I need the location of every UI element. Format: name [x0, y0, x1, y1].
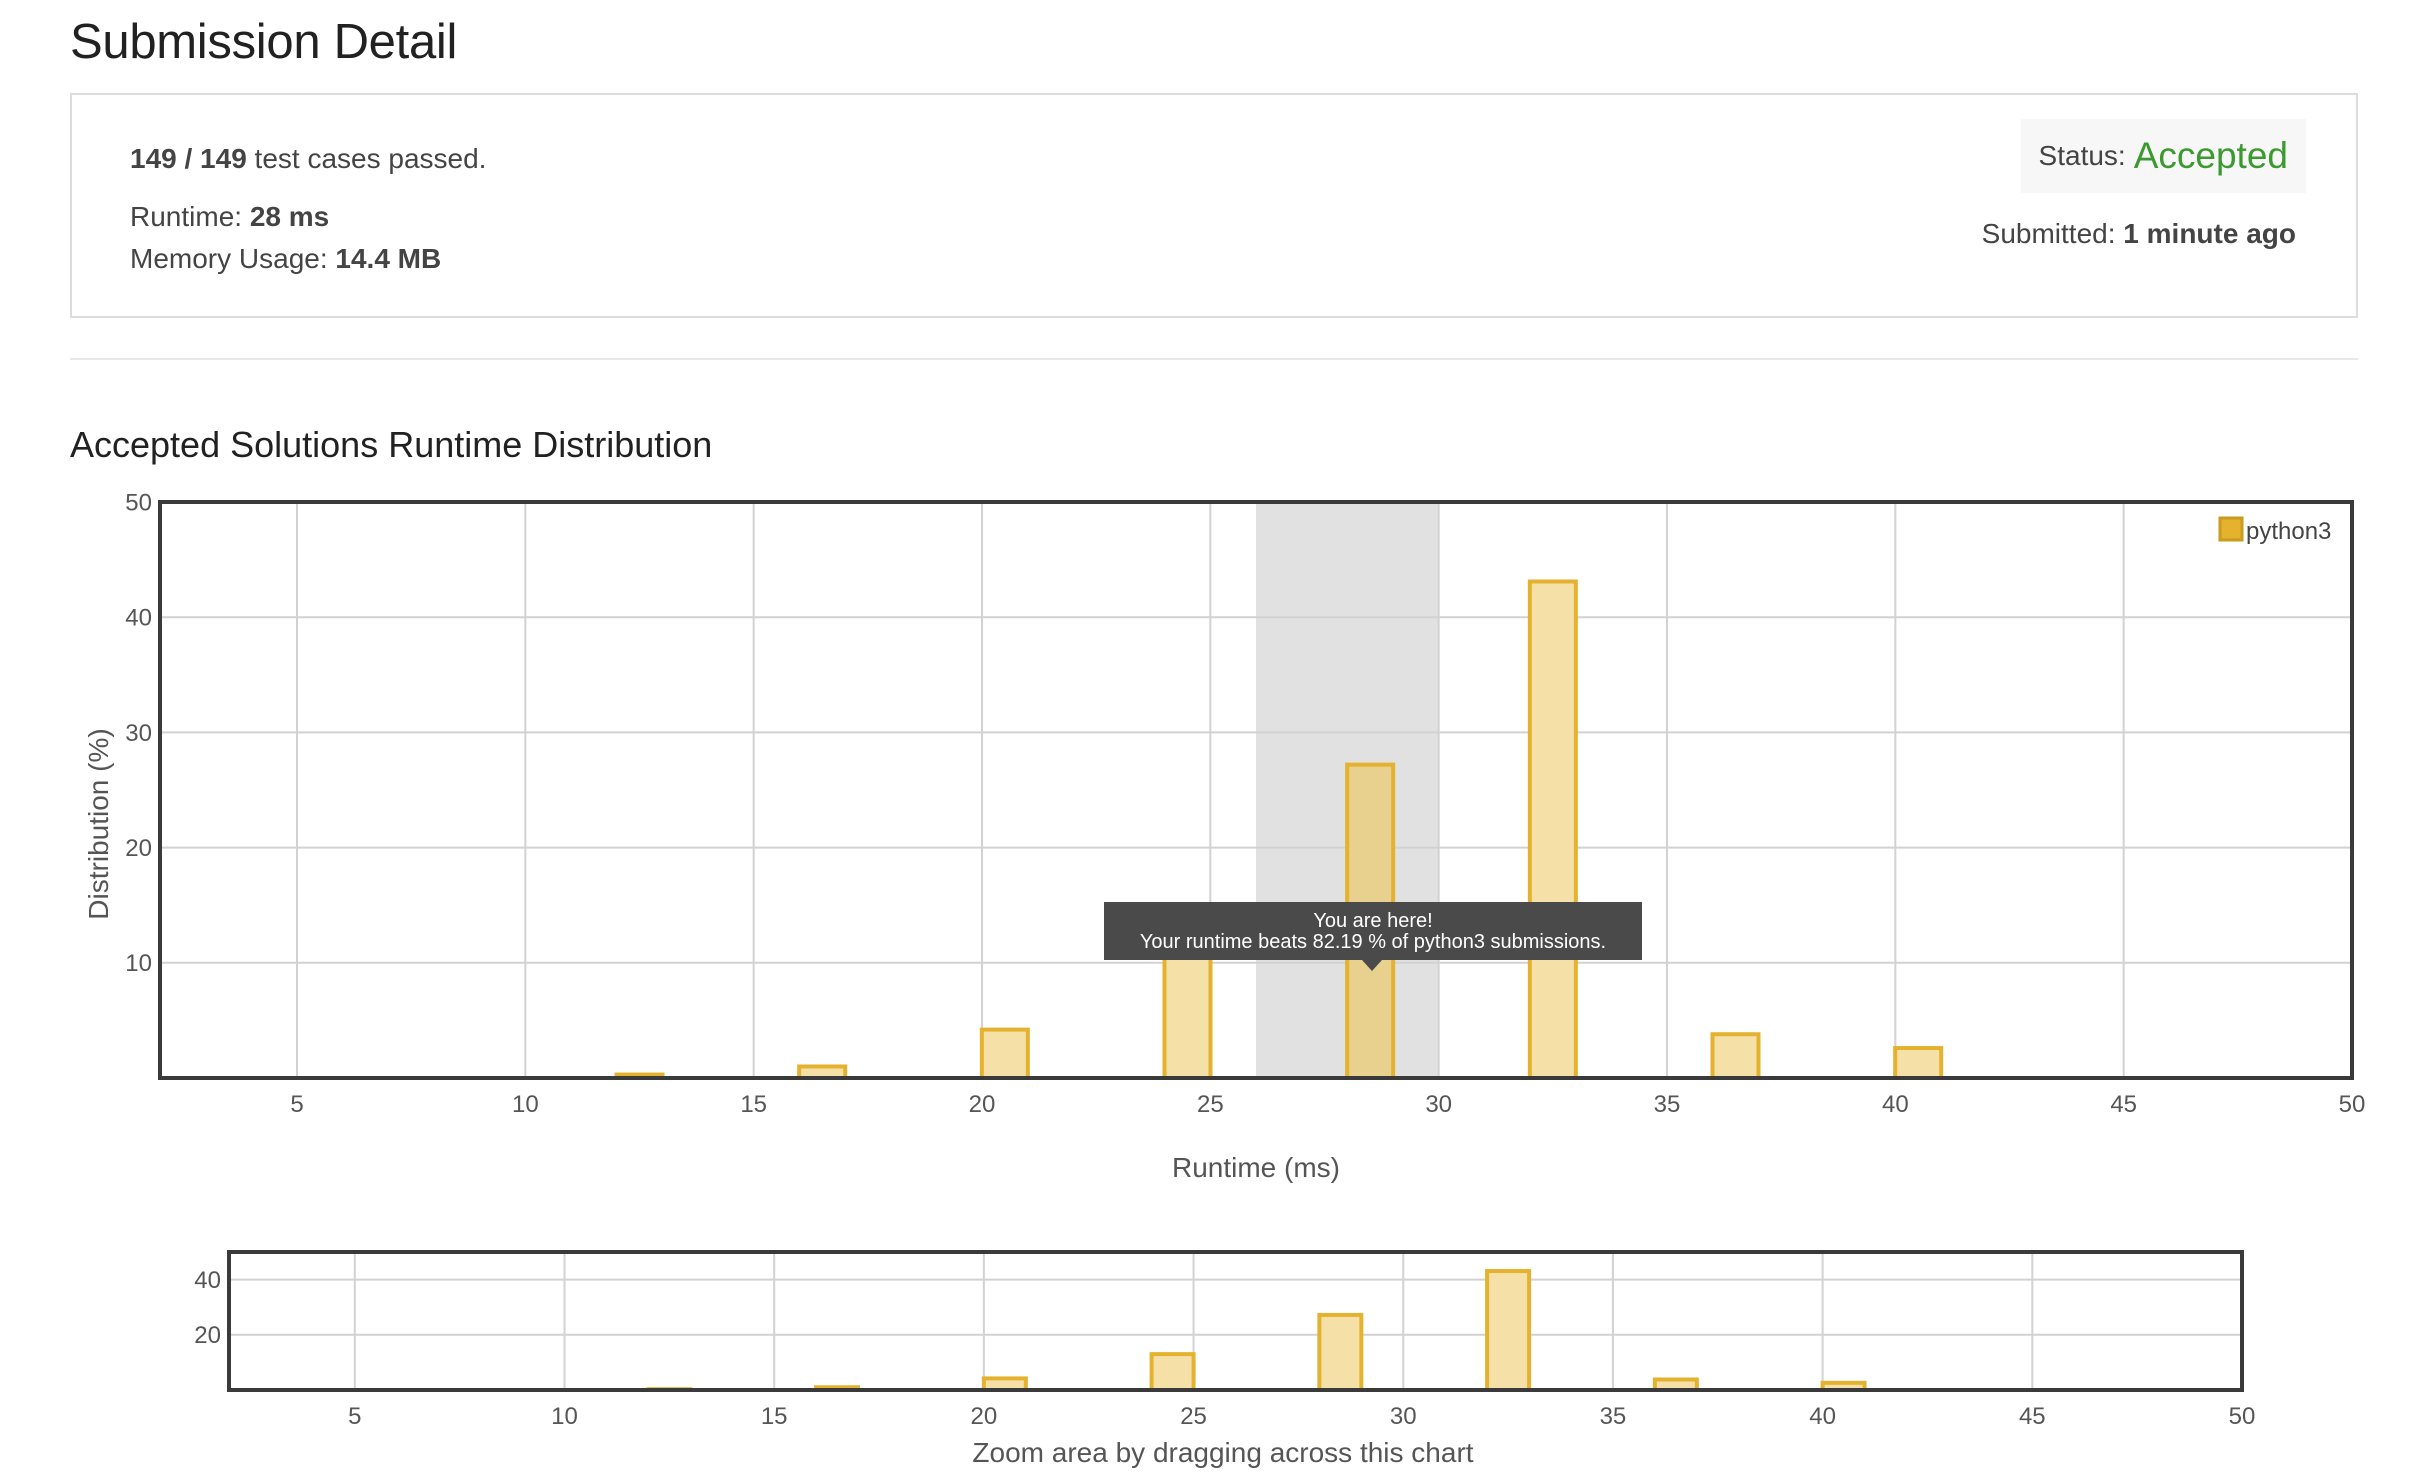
y-axis-label: Distribution (%): [83, 728, 114, 919]
status-badge: Status: Accepted: [2020, 119, 2306, 193]
x-tick-label: 35: [1654, 1091, 1681, 1118]
tooltip-pointer: [1362, 960, 1382, 971]
x-tick-label: 45: [2019, 1403, 2046, 1430]
submitted-label: Submitted:: [1981, 218, 2124, 249]
x-tick-label: 50: [2339, 1091, 2366, 1118]
bar[interactable]: [1527, 579, 1578, 1080]
bar[interactable]: [979, 1027, 1030, 1081]
memory-label: Memory Usage:: [130, 243, 336, 274]
x-tick-label: 25: [1197, 1091, 1224, 1118]
navigator-plot-border: [227, 1250, 2244, 1392]
tooltip-line-2: Your runtime beats 82.19 % of python3 su…: [1140, 931, 1606, 953]
y-tick-label: 10: [125, 950, 152, 977]
x-tick-label: 25: [1180, 1403, 1207, 1430]
memory-value: 14.4 MB: [335, 243, 442, 274]
x-tick-label: 35: [1600, 1403, 1627, 1430]
test-cases-line: 149 / 149 test cases passed.: [130, 143, 486, 175]
x-tick-label: 10: [551, 1403, 578, 1430]
legend-label-python3: python3: [2246, 518, 2331, 545]
x-tick-label: 15: [740, 1091, 767, 1118]
x-tick-label: 15: [761, 1403, 788, 1430]
tooltip-line-1: You are here!: [1313, 910, 1432, 932]
legend-swatch-python3: [2218, 516, 2244, 542]
status-value[interactable]: Accepted: [2133, 135, 2288, 176]
test-cases-count: 149 / 149: [130, 143, 247, 174]
x-tick-label: 30: [1390, 1403, 1417, 1430]
test-cases-text: test cases passed.: [246, 143, 487, 174]
runtime-tooltip: You are here! Your runtime beats 82.19 %…: [1104, 902, 1642, 971]
navigator-plot-background: [229, 1252, 2242, 1390]
y-tick-label: 20: [194, 1322, 221, 1349]
runtime-distribution-chart[interactable]: 5 10 15 20 25 30 35 40 45 50 10 20 30 40 50 Runtime (m…: [0, 480, 2424, 1200]
x-tick-label: 20: [969, 1091, 996, 1118]
x-tick-label: 20: [971, 1403, 998, 1430]
runtime-value: 28 ms: [249, 201, 330, 232]
x-tick-label: 40: [1809, 1403, 1836, 1430]
x-axis-label: Runtime (ms): [1172, 1152, 1340, 1183]
legend[interactable]: python3: [2218, 516, 2331, 545]
submitted-line: Submitted: 1 minute ago: [1982, 218, 2296, 250]
x-tick-label: 50: [2229, 1403, 2256, 1430]
y-tick-label: 40: [194, 1267, 221, 1294]
bar[interactable]: [1485, 1269, 1532, 1392]
submitted-value: 1 minute ago: [2123, 218, 2296, 249]
memory-line: Memory Usage: 14.4 MB: [130, 243, 441, 275]
bar[interactable]: [1893, 1046, 1944, 1080]
bar[interactable]: [1317, 1312, 1364, 1392]
runtime-line: Runtime: 28 ms: [130, 201, 329, 233]
zoom-navigator-chart[interactable]: 5 10 15 20 25 30 35 40 45 50 20 40 Zoom area by dra…: [0, 1230, 2424, 1470]
section-title: Accepted Solutions Runtime Distribution: [70, 424, 713, 465]
bar[interactable]: [1149, 1352, 1196, 1393]
x-tick-label: 5: [290, 1091, 303, 1118]
y-tick-label: 20: [125, 835, 152, 862]
x-tick-label: 45: [2110, 1091, 2137, 1118]
x-tick-label: 30: [1425, 1091, 1452, 1118]
x-tick-label: 5: [348, 1403, 361, 1430]
section-divider: [70, 358, 2358, 360]
chart-plot-border: [158, 500, 2354, 1080]
runtime-label: Runtime:: [130, 201, 250, 232]
tooltip-box: [1104, 902, 1642, 960]
y-tick-label: 30: [125, 720, 152, 747]
x-tick-label: 10: [512, 1091, 539, 1118]
zoom-hint-label: Zoom area by dragging across this chart: [972, 1437, 1473, 1468]
page-title: Submission Detail: [70, 15, 458, 69]
submission-summary-panel: 149 / 149 test cases passed. Runtime: 28…: [70, 93, 2358, 318]
x-tick-label: 40: [1882, 1091, 1909, 1118]
y-tick-label: 50: [125, 489, 152, 516]
y-tick-label: 40: [125, 605, 152, 632]
bar[interactable]: [1710, 1032, 1761, 1080]
status-label: Status:: [2038, 140, 2126, 171]
